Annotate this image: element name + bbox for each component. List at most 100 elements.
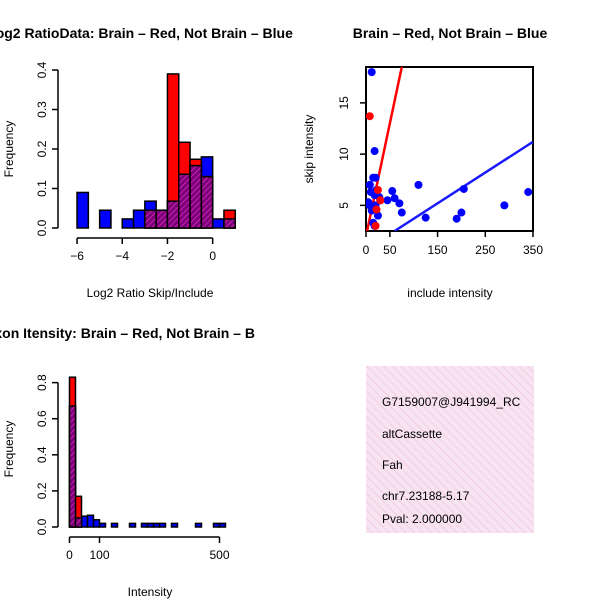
scatter-x-tick-label-1: 50 xyxy=(383,243,397,257)
intensity-bar-notbrain-7 xyxy=(128,522,137,528)
scatter-point-notbrain-16 xyxy=(388,187,397,196)
scatter-point-notbrain-26 xyxy=(524,188,533,197)
scatter-point-notbrain-2 xyxy=(366,180,374,189)
intensity-bar-notbrain-4 xyxy=(92,519,101,528)
ratio-axes: −6 −4 −2 0 0.0 0.1 0.2 0.3 0.4 xyxy=(35,61,216,263)
ratio-x-tick-label-2: −2 xyxy=(161,249,175,263)
ratio-bar-overlap-0 xyxy=(144,209,157,229)
intensity-bar-notbrain-14 xyxy=(212,522,221,528)
scatter-point-notbrain-18 xyxy=(395,199,404,208)
scatter-point-notbrain-22 xyxy=(459,184,468,193)
intensity-bar-notbrain-10 xyxy=(152,522,161,528)
ratio-y-tick-label-1: 0.1 xyxy=(35,180,49,197)
scatter-plot-area xyxy=(366,67,533,231)
info-background xyxy=(366,366,534,533)
intensity-ylabel: Frequency xyxy=(2,421,16,478)
scatter-point-notbrain-0 xyxy=(367,68,376,77)
intensity-y-tick-label-1: 0.2 xyxy=(35,482,49,499)
scatter-point-notbrain-4 xyxy=(371,173,380,182)
intensity-bar-overlap-0 xyxy=(68,405,77,528)
ratio-y-tick-label-3: 0.3 xyxy=(35,101,49,118)
intensity-bar-notbrain-13 xyxy=(194,522,203,528)
scatter-point-brain-4 xyxy=(372,205,381,214)
scatter-point-notbrain-17 xyxy=(390,194,399,203)
ratio-title: Log2 RatioData: Brain – Red, Not Brain –… xyxy=(0,25,293,41)
ratio-histogram: Log2 RatioData: Brain – Red, Not Brain –… xyxy=(0,25,293,300)
scatter-point-notbrain-1 xyxy=(370,147,379,156)
intensity-y-tick-label-0: 0.0 xyxy=(35,518,49,535)
ratio-x-tick-label-1: −4 xyxy=(115,249,129,263)
intensity-bar-overlap-1 xyxy=(74,517,83,528)
scatter-xlabel: include intensity xyxy=(407,286,492,300)
scatter-x-tick-label-4: 350 xyxy=(523,243,543,257)
scatter-point-notbrain-21 xyxy=(421,213,430,222)
intensity-title: Exon Itensity: Brain – Red, Not Brain – … xyxy=(0,325,255,341)
intensity-bars xyxy=(68,376,227,528)
scatter-axes: 0 50 150 250 350 5 10 15 xyxy=(337,96,543,257)
ratio-x-tick-label-0: −6 xyxy=(70,249,84,263)
info-panel: G7159007@J941994_RC altCassette Fah chr7… xyxy=(366,366,534,533)
scatter-y-tick-label-2: 15 xyxy=(337,96,351,110)
info-id: G7159007@J941994_RC xyxy=(382,395,521,409)
ratio-bars xyxy=(76,73,237,229)
ratio-bar-notbrain-0 xyxy=(76,191,90,229)
intensity-bar-notbrain-3 xyxy=(86,514,95,528)
ratio-bar-overlap-1 xyxy=(155,209,169,229)
ratio-bar-overlap-3 xyxy=(178,173,191,229)
ratio-ylabel: Frequency xyxy=(2,121,16,178)
ratio-bar-overlap-5 xyxy=(200,175,214,229)
intensity-scatter: Brain – Red, Not Brain – Blue 0 50 150 250 3… xyxy=(302,25,547,300)
intensity-bar-notbrain-11 xyxy=(158,522,167,528)
scatter-point-notbrain-25 xyxy=(500,201,509,210)
scatter-y-tick-label-0: 5 xyxy=(337,202,351,209)
scatter-x-tick-label-0: 0 xyxy=(363,243,370,257)
scatter-point-brain-2 xyxy=(371,221,380,230)
ratio-bar-notbrain-2 xyxy=(98,209,112,229)
intensity-bar-notbrain-5 xyxy=(98,522,107,528)
scatter-point-notbrain-23 xyxy=(457,208,466,217)
ratio-y-tick-label-4: 0.4 xyxy=(35,61,49,78)
intensity-bar-notbrain-6 xyxy=(110,522,119,528)
intensity-y-tick-label-3: 0.6 xyxy=(35,410,49,427)
intensity-y-tick-label-2: 0.4 xyxy=(35,446,49,463)
ratio-bar-notbrain-12 xyxy=(211,218,225,229)
intensity-bar-notbrain-9 xyxy=(146,522,155,528)
ratio-bar-overlap-4 xyxy=(189,164,203,229)
ratio-bar-overlap-6 xyxy=(223,218,237,229)
intensity-y-tick-label-4: 0.8 xyxy=(35,374,49,391)
ratio-xlabel: Log2 Ratio Skip/Include xyxy=(87,286,214,300)
scatter-ylabel: skip intensity xyxy=(302,115,316,184)
intensity-x-tick-label-1: 100 xyxy=(89,548,109,562)
intensity-axes: 0 100 500 0.0 0.2 0.4 0.6 0.8 xyxy=(35,374,230,562)
info-gene: Fah xyxy=(382,458,403,472)
scatter-x-tick-label-3: 250 xyxy=(475,243,495,257)
scatter-frame xyxy=(365,66,534,232)
intensity-xlabel: Intensity xyxy=(128,585,173,599)
scatter-x-tick-label-2: 150 xyxy=(428,243,448,257)
ratio-y-tick-label-2: 0.2 xyxy=(35,140,49,157)
scatter-point-notbrain-19 xyxy=(397,208,406,217)
info-pval: Pval: 2.000000 xyxy=(382,512,462,526)
ratio-bar-notbrain-5 xyxy=(132,209,146,229)
intensity-x-tick-label-2: 500 xyxy=(209,548,229,562)
scatter-clip-group xyxy=(366,67,533,231)
ratio-x-tick-label-3: 0 xyxy=(209,249,216,263)
scatter-title: Brain – Red, Not Brain – Blue xyxy=(353,25,548,41)
scatter-point-notbrain-20 xyxy=(414,180,423,189)
info-type: altCassette xyxy=(382,427,442,441)
scatter-point-brain-1 xyxy=(373,186,382,194)
intensity-bar-notbrain-2 xyxy=(80,515,89,528)
ratio-bar-notbrain-4 xyxy=(121,218,135,229)
scatter-point-notbrain-24 xyxy=(452,214,461,223)
scatter-point-brain-0 xyxy=(366,112,374,121)
ratio-bar-overlap-2 xyxy=(166,200,180,229)
ratio-y-tick-label-0: 0.0 xyxy=(35,219,49,236)
info-location: chr7.23188-5.17 xyxy=(382,489,470,503)
intensity-bar-notbrain-12 xyxy=(170,522,179,528)
intensity-x-tick-label-0: 0 xyxy=(66,548,73,562)
scatter-point-notbrain-12 xyxy=(373,211,382,220)
scatter-point-brain-3 xyxy=(376,196,385,205)
intensity-bar-notbrain-8 xyxy=(140,522,149,528)
scatter-y-tick-label-1: 10 xyxy=(337,147,351,161)
